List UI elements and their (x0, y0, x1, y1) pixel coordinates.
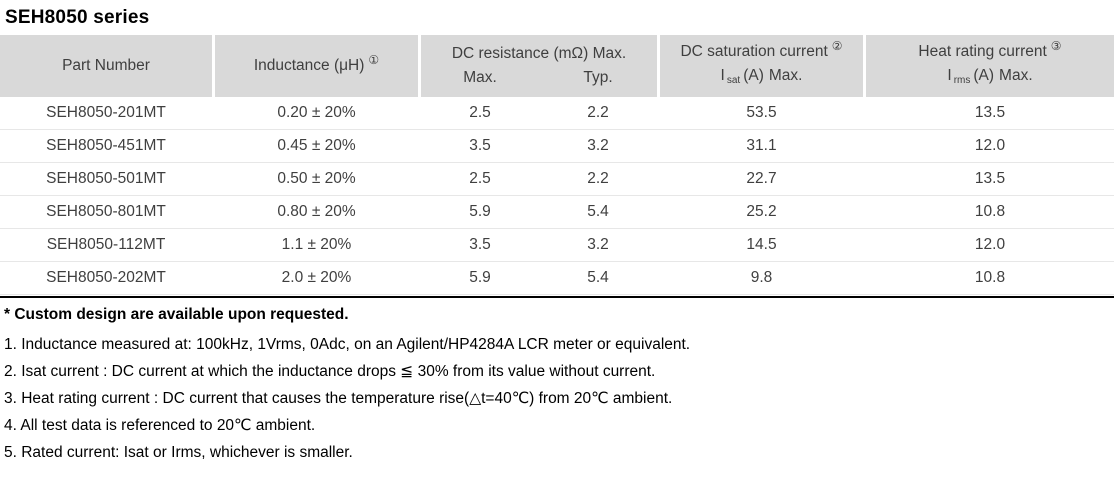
resistance-max-cell: 5.9 (469, 269, 491, 286)
irms-cell: 10.8 (974, 269, 1006, 286)
resistance-cell: 5.9 5.4 (421, 203, 657, 221)
part-number-cell: SEH8050-202MT (46, 269, 166, 286)
part-number-label: Part Number (62, 57, 150, 74)
isat-cell: 9.8 (750, 269, 773, 286)
dc-saturation-label: DC saturation current ② (680, 38, 843, 60)
isat-cell: 22.7 (746, 170, 777, 187)
col-header-inductance: Inductance (μH) ① (215, 35, 418, 97)
resistance-cell: 2.5 2.2 (421, 104, 657, 122)
table-row: SEH8050-112MT 1.1 ± 20% 3.5 3.2 14.5 12.… (0, 229, 1114, 262)
col-header-part-number: Part Number (0, 35, 212, 97)
inductance-cell: 0.45 ± 20% (277, 137, 356, 154)
footnote-2-marker: ② (831, 38, 843, 53)
isat-cell: 14.5 (746, 236, 777, 253)
irms-cell: 12.0 (974, 137, 1006, 154)
custom-design-note: * Custom design are available upon reque… (4, 306, 349, 323)
footnote-3: 3. Heat rating current : DC current that… (4, 390, 673, 407)
subcol-header-typ: Typ. (583, 69, 613, 86)
isat-cell: 31.1 (746, 137, 777, 154)
inductance-cell: 1.1 ± 20% (281, 236, 352, 253)
resistance-max-cell: 2.5 (469, 170, 491, 187)
inductance-cell: 0.20 ± 20% (277, 104, 356, 121)
page-title: SEH8050 series (5, 7, 150, 28)
table-row: SEH8050-451MT 0.45 ± 20% 3.5 3.2 31.1 12… (0, 130, 1114, 163)
inductance-cell: 0.50 ± 20% (277, 170, 356, 187)
footnote-1: 1. Inductance measured at: 100kHz, 1Vrms… (4, 336, 691, 353)
isat-cell: 25.2 (746, 203, 777, 220)
resistance-max-cell: 2.5 (469, 104, 491, 121)
divider-rule (0, 296, 1114, 298)
footnote-4: 4. All test data is referenced to 20℃ am… (4, 417, 316, 434)
resistance-max-cell: 5.9 (469, 203, 491, 220)
footnote-5: 5. Rated current: Isat or Irms, whicheve… (4, 444, 353, 461)
inductance-label: Inductance (μH) ① (253, 53, 380, 74)
table-row: SEH8050-202MT 2.0 ± 20% 5.9 5.4 9.8 10.8 (0, 262, 1114, 295)
part-number-cell: SEH8050-451MT (46, 137, 166, 154)
subcol-header-max: Max. (463, 69, 497, 86)
resistance-max-cell: 3.5 (469, 236, 491, 253)
resistance-typ-cell: 5.4 (587, 269, 609, 286)
inductance-cell: 2.0 ± 20% (281, 269, 352, 286)
irms-cell: 10.8 (974, 203, 1006, 220)
table-row: SEH8050-501MT 0.50 ± 20% 2.5 2.2 22.7 13… (0, 163, 1114, 196)
part-number-cell: SEH8050-201MT (46, 104, 166, 121)
footnote-3-marker: ③ (1050, 38, 1062, 53)
heat-rating-label: Heat rating current ③ (918, 38, 1062, 60)
resistance-typ-cell: 5.4 (587, 203, 609, 220)
footnote-1-marker: ① (368, 53, 380, 67)
resistance-typ-cell: 2.2 (587, 104, 609, 121)
col-header-dc-resistance: DC resistance (mΩ) Max. Max. Typ. (421, 35, 657, 97)
part-number-cell: SEH8050-801MT (46, 203, 166, 220)
resistance-cell: 5.9 5.4 (421, 269, 657, 287)
irms-cell: 13.5 (974, 104, 1006, 121)
dc-resistance-label: DC resistance (mΩ) Max. (451, 45, 627, 62)
resistance-cell: 3.5 3.2 (421, 236, 657, 254)
table-row: SEH8050-201MT 0.20 ± 20% 2.5 2.2 53.5 13… (0, 97, 1114, 130)
resistance-cell: 2.5 2.2 (421, 170, 657, 188)
table-row: SEH8050-801MT 0.80 ± 20% 5.9 5.4 25.2 10… (0, 196, 1114, 229)
irms-cell: 12.0 (974, 236, 1006, 253)
isat-cell: 53.5 (746, 104, 777, 121)
resistance-max-cell: 3.5 (469, 137, 491, 154)
resistance-typ-cell: 2.2 (587, 170, 609, 187)
footnotes: 1. Inductance measured at: 100kHz, 1Vrms… (0, 331, 1114, 466)
table-header: Part Number Inductance (μH) ① DC resistan… (0, 35, 1114, 97)
resistance-typ-cell: 3.2 (587, 137, 609, 154)
footnote-2: 2. Isat current : DC current at which th… (4, 363, 656, 380)
resistance-cell: 3.5 3.2 (421, 137, 657, 155)
part-number-cell: SEH8050-501MT (46, 170, 166, 187)
part-number-cell: SEH8050-112MT (46, 236, 166, 253)
irms-cell: 13.5 (974, 170, 1006, 187)
resistance-typ-cell: 3.2 (587, 236, 609, 253)
inductance-cell: 0.80 ± 20% (277, 203, 356, 220)
dc-resistance-subheaders: Max. Typ. (421, 66, 657, 90)
